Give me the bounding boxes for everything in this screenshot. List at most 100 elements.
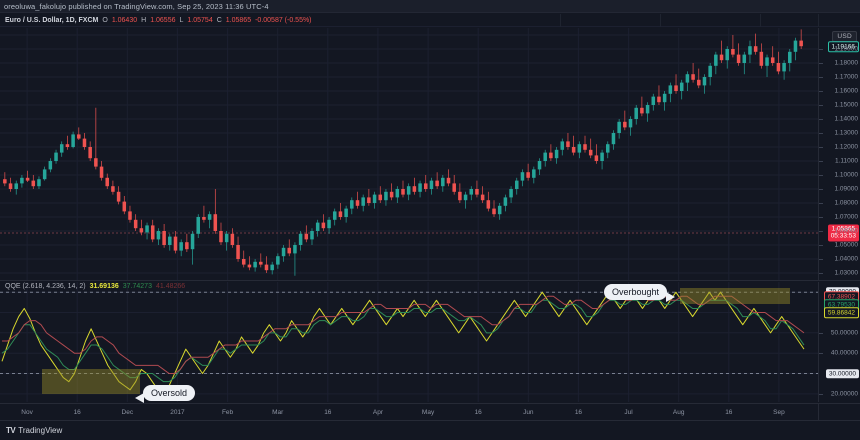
price-tick-dash [819,231,823,232]
price-tick-dash [819,147,823,148]
time-tick: 2017 [170,409,185,416]
time-tick: Jul [624,409,633,416]
price-tick-dash [819,175,823,176]
qqe-indicator-pane[interactable] [0,282,818,402]
tradingview-logo[interactable]: TV TradingView [6,426,62,435]
oversold-highlight-box [42,369,140,394]
price-tick: 1.14000 [834,115,859,123]
low-value: 1.05754 [187,16,213,24]
tradingview-logo-icon: TV [6,426,16,435]
low-label: L [179,16,184,24]
symbol-ohlc-legend: Euro / U.S. Dollar, 1D, FXCM O 1.06430 H… [0,14,860,27]
price-tick: 1.04000 [834,255,859,263]
last-price-countdown: 05:33:53 [830,232,856,240]
price-tick-dash [819,133,823,134]
time-tick: 16 [574,409,583,416]
indicator-tick: 50.00000 [830,329,858,337]
price-tick: 1.12000 [834,143,859,151]
change-value: -0.00587 (-0.55%) [255,16,312,24]
indicator-scale[interactable]: 70.00000 67.38902 63.79530 59.86842 30.0… [818,282,860,402]
price-tick: 1.06000 [834,227,859,235]
price-tick-dash [819,63,823,64]
overbought-highlight-box [680,288,790,305]
price-tick: 1.08000 [834,199,859,207]
time-tick: 16 [474,409,482,416]
time-tick: May [421,409,435,416]
indicator-tick-dash [819,353,823,355]
indicator-value-red: 41.48266 [155,283,186,290]
price-tick-dash [819,273,823,274]
last-price-badge: 1.05865 05:33:53 [827,224,859,242]
price-tick: 1.17000 [834,73,859,81]
price-tick-dash [819,245,823,246]
candlestick-series [3,29,803,276]
tradingview-logo-text: TradingView [18,426,63,435]
price-tick: 1.07000 [834,213,859,221]
price-tick: 1.13000 [834,129,859,137]
legend-divider-4 [818,14,819,27]
price-tick: 1.16000 [834,87,859,95]
price-tick: 1.11000 [834,157,858,165]
time-tick: 16 [73,409,81,416]
indicator-value-yellow: 31.69136 [89,283,119,290]
time-tick: Aug [672,409,685,416]
last-price-value: 1.05865 [831,225,856,233]
level-30-badge: 30.00000 [825,368,859,379]
price-tick: 1.19000 [834,45,859,53]
time-tick: Nov [21,409,33,416]
time-tick: Mar [272,409,284,416]
legend-divider-2 [660,14,661,27]
open-label: O [102,16,108,24]
price-tick: 1.15000 [834,101,859,109]
price-tick-dash [819,49,823,50]
time-tick: 16 [725,409,733,416]
oversold-annotation[interactable]: Oversold [134,385,196,403]
time-tick: 16 [324,409,332,416]
price-tick: 1.10000 [834,171,859,179]
close-label: C [216,16,222,24]
indicator-name[interactable]: QQE (2.618, 4.236, 14, 2) [5,283,86,290]
indicator-tick: 20.00000 [830,390,858,398]
indicator-tick: 40.00000 [830,349,858,357]
price-tick-dash [819,105,823,106]
footer-bar: TV TradingView [0,420,860,440]
indicator-value-green: 37.74273 [122,283,152,290]
price-tick-dash [819,259,823,260]
indicator-tick-dash [819,393,823,395]
qqe-value-yellow-badge: 59.86842 [823,307,859,319]
price-tick-dash [819,189,823,190]
price-tick: 1.05000 [834,241,859,249]
attribution-bar: oreoluwa_fakolujo published on TradingVi… [0,0,860,13]
overbought-annotation[interactable]: Overbought [604,284,676,302]
indicator-tick-dash [819,332,823,334]
price-chart-pane[interactable] [0,28,818,280]
symbol-label[interactable]: Euro / U.S. Dollar, 1D, FXCM [5,16,99,24]
high-label: H [141,16,147,24]
price-scale[interactable]: USD 1.19166 1.05865 05:33:53 1.19000 1.18… [818,28,860,280]
time-axis[interactable]: Nov 16 Dec 2017 Feb Mar 16 Apr May 16 Jun 16 Jul Aug 1… [0,403,860,420]
price-tick-dash [819,203,823,204]
price-tick: 1.18000 [834,59,859,67]
price-tick: 1.03000 [834,269,859,277]
price-tick-dash [819,217,823,218]
time-tick: Dec [121,409,134,416]
indicator-legend: QQE (2.618, 4.236, 14, 2) 31.69136 37.74… [5,283,185,290]
pane-divider[interactable] [0,280,860,281]
price-tick-dash [819,91,823,92]
time-tick: Sep [773,409,785,416]
legend-divider-1 [560,14,561,27]
price-tick-dash [819,119,823,120]
time-tick: Apr [372,409,383,416]
time-tick: Feb [221,409,234,416]
price-tick-dash [819,161,823,162]
close-value: 1.05865 [225,16,252,24]
attribution-text: oreoluwa_fakolujo published on TradingVi… [4,1,269,11]
open-value: 1.06430 [111,16,138,24]
legend-divider-3 [760,14,761,27]
price-tick-dash [819,77,823,78]
high-value: 1.06556 [150,16,176,24]
time-tick: Jun [523,409,534,416]
price-tick: 1.09000 [834,185,859,193]
crosshair-price-badge: 1.19166 [827,40,859,53]
